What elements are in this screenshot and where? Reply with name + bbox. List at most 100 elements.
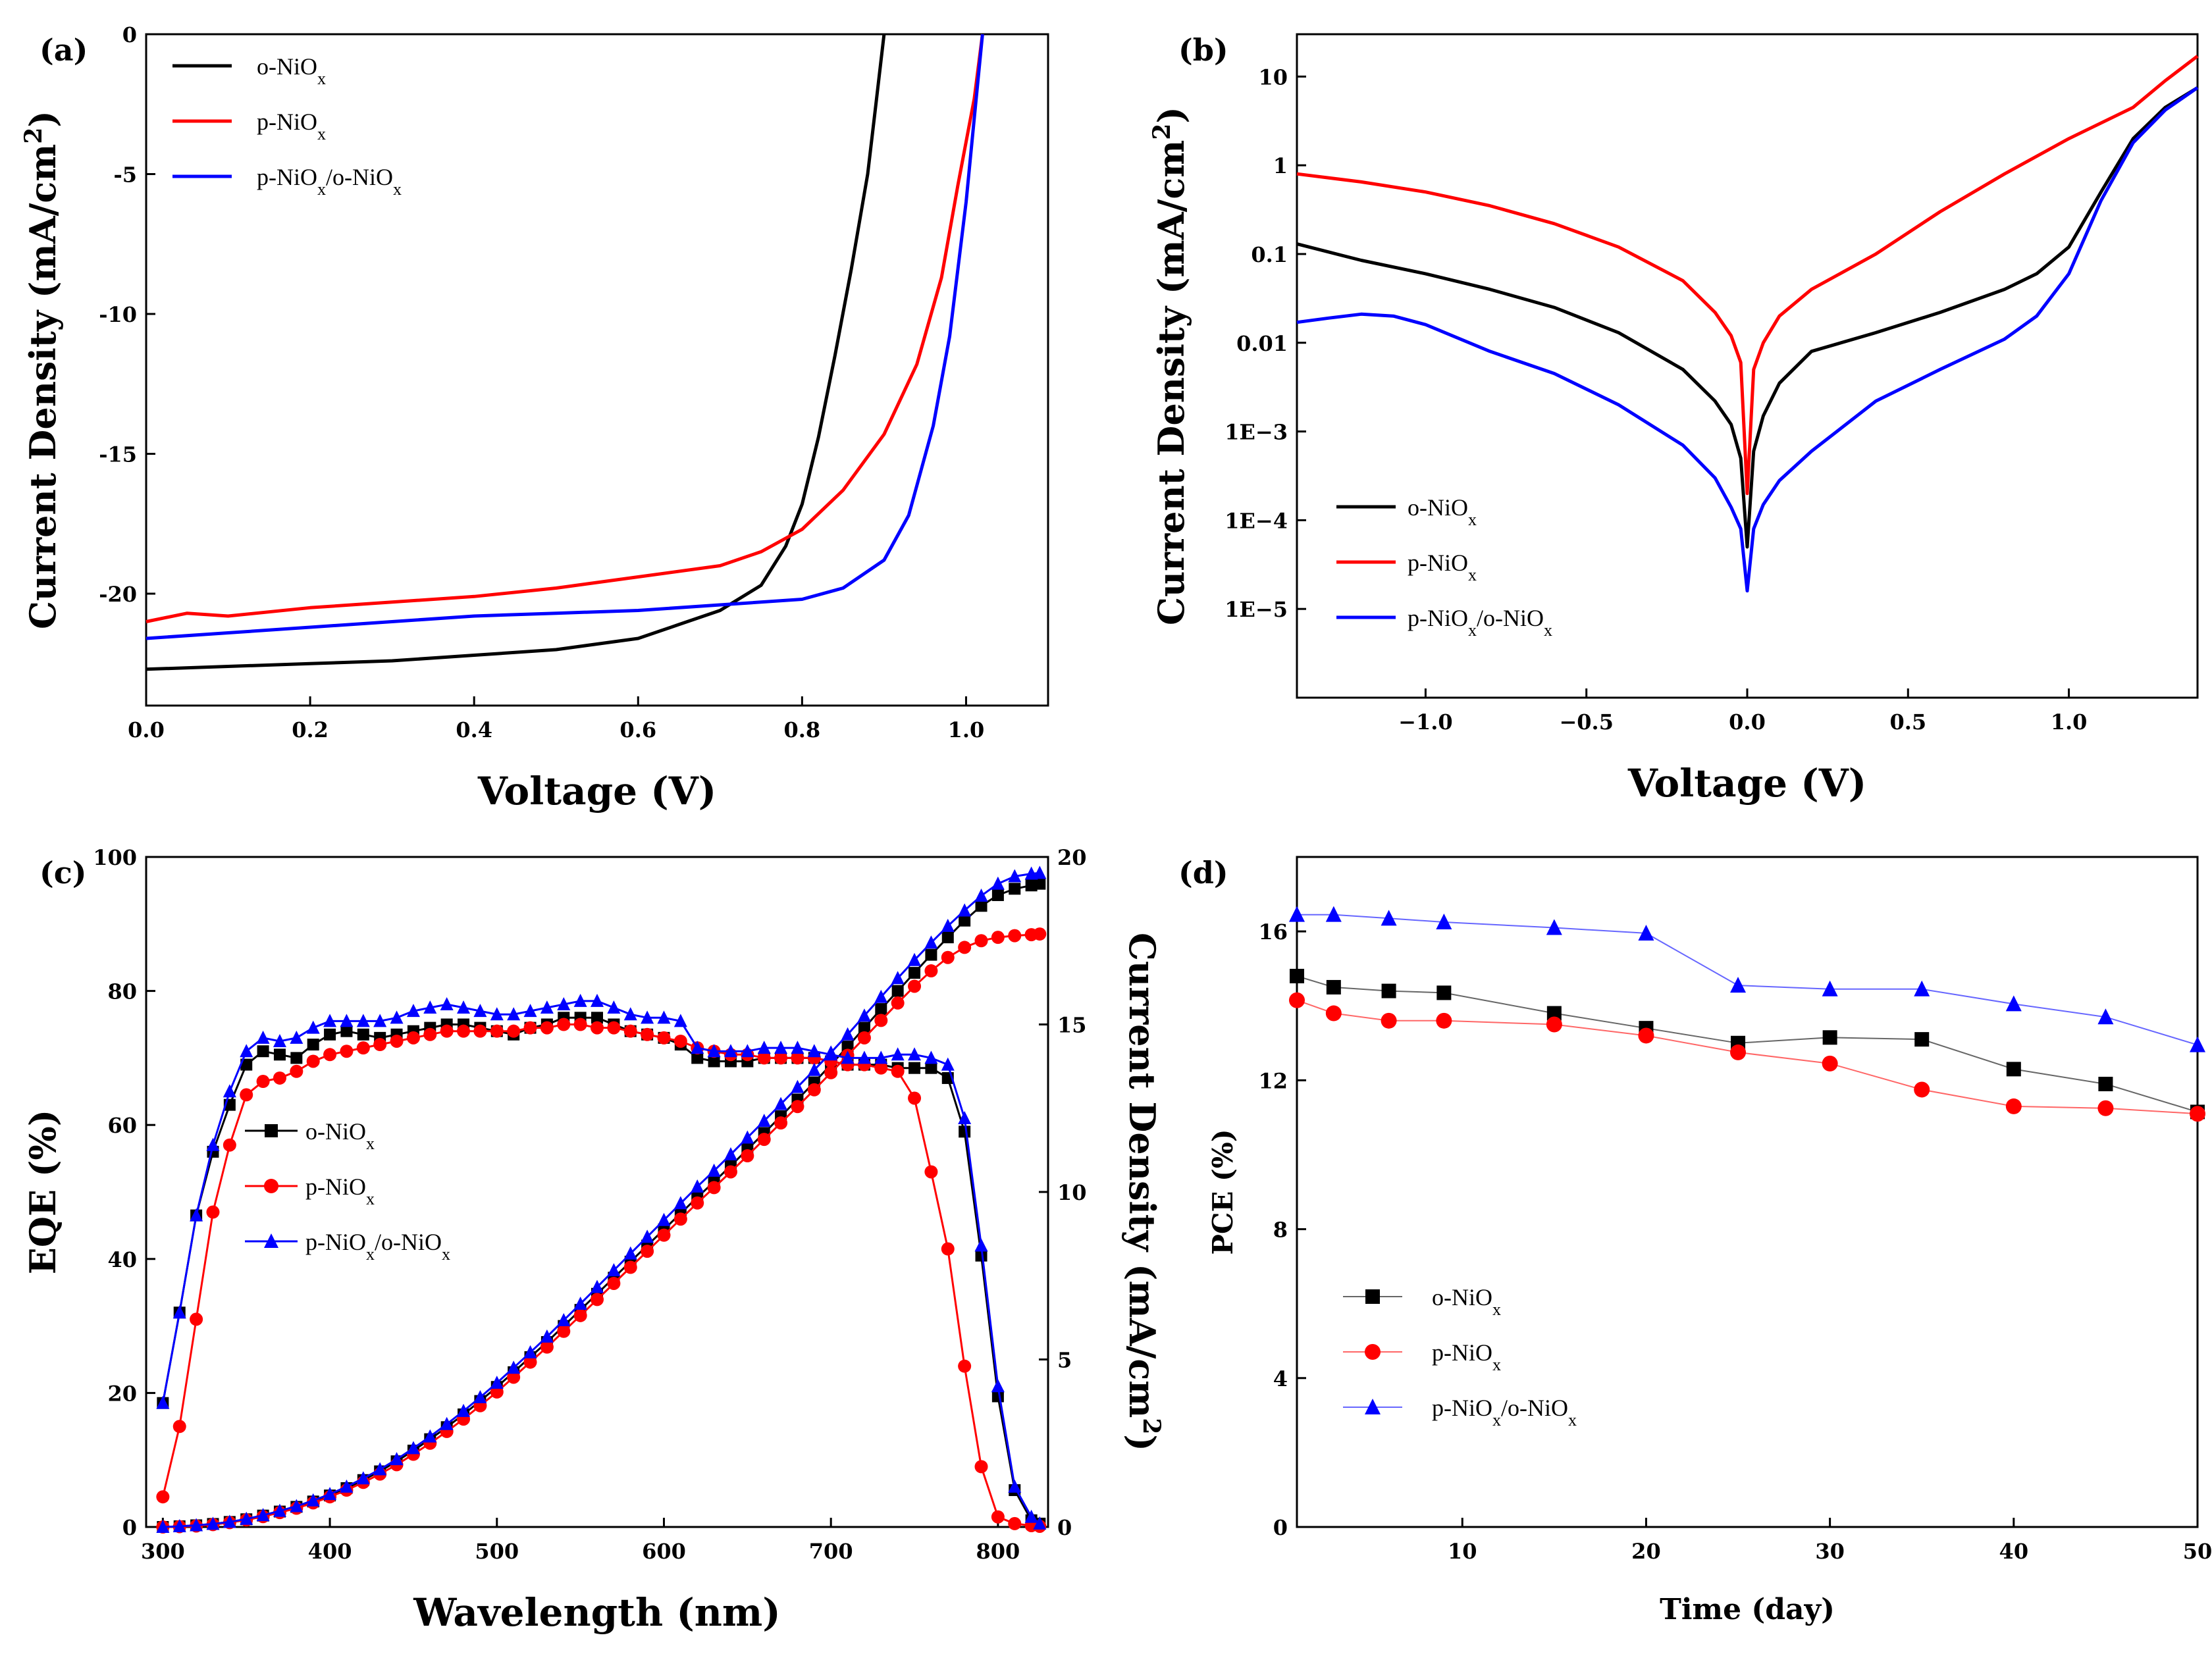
x-axis-title: Voltage (V)	[477, 769, 716, 814]
y-axis-title: Current Density (mA/cm2)	[20, 111, 64, 629]
jsc-point	[874, 1014, 888, 1027]
pce-point	[1381, 983, 1396, 998]
jsc-point	[958, 903, 972, 917]
jsc-line-blue	[163, 871, 1040, 1528]
eqe-point	[190, 1208, 203, 1222]
y-tick-label: -15	[99, 442, 137, 467]
series-line-black	[1296, 86, 2199, 549]
eqe-point	[807, 1044, 821, 1058]
jsc-point	[673, 1212, 687, 1226]
pce-point	[2097, 1100, 2114, 1116]
jsc-point	[974, 934, 988, 948]
jsc-point	[941, 918, 955, 932]
pce-point	[1730, 977, 1747, 993]
eqe-point	[390, 1034, 404, 1048]
eqe-point	[757, 1051, 771, 1065]
jsc-point	[657, 1212, 671, 1226]
jsc-point	[807, 1062, 821, 1076]
jsc-point	[757, 1114, 771, 1127]
eqe-point	[307, 1039, 319, 1051]
eqe-point	[557, 996, 571, 1010]
jsc-point	[190, 1518, 203, 1532]
eqe-point	[240, 1044, 253, 1058]
series-line-black	[145, 34, 886, 671]
pce-point	[1289, 992, 1305, 1008]
eqe-point	[540, 1021, 554, 1035]
jsc-point	[908, 967, 921, 979]
jsc-point	[641, 1229, 654, 1243]
y-tick-label: 10	[1258, 65, 1288, 90]
eqe-point	[908, 1062, 921, 1074]
legend-label-blue: p-NiOx/o-NiOx	[305, 1229, 450, 1264]
jsc-point	[557, 1312, 571, 1326]
pce-line-blue	[1297, 914, 2198, 1046]
y-tick-label: 0	[122, 1515, 137, 1540]
eqe-point	[357, 1028, 369, 1041]
pce-point	[2190, 1106, 2205, 1122]
y-tick-label: 8	[1273, 1218, 1288, 1243]
pce-point	[1822, 1030, 1837, 1045]
jsc-point	[591, 1293, 604, 1306]
panel-d-pce-stability: 10 20 30 40 50 0 4 8 12 16 (d) Time (day) PCE (%) o-N…	[1178, 855, 2212, 1626]
pce-point	[1546, 919, 1562, 935]
eqe-point	[641, 1010, 654, 1024]
jsc-point	[557, 1324, 571, 1338]
eqe-point	[573, 993, 587, 1007]
eqe-point	[975, 1249, 988, 1262]
jsc-point	[858, 1021, 870, 1034]
eqe-point	[206, 1137, 220, 1151]
eqe-point	[323, 1014, 337, 1027]
jsc-point	[223, 1514, 236, 1528]
eqe-point	[991, 1379, 1005, 1393]
eqe-point	[440, 996, 454, 1010]
eqe-point	[991, 1510, 1005, 1524]
y-tick-label: 60	[107, 1113, 137, 1138]
panel-label: (c)	[40, 855, 87, 891]
series-blue	[156, 866, 1047, 1533]
eqe-point	[791, 1051, 804, 1065]
eqe-point	[473, 1024, 487, 1038]
pce-point	[2190, 1036, 2205, 1052]
eqe-point	[691, 1052, 704, 1064]
x-tick-label: 0.6	[619, 717, 656, 742]
eqe-point	[959, 1125, 971, 1138]
eqe-point	[440, 1024, 454, 1038]
eqe-point	[340, 1014, 354, 1027]
eqe-point	[340, 1025, 353, 1037]
jsc-point	[908, 952, 922, 966]
y-tick-label: 12	[1258, 1068, 1288, 1093]
y-tick-label: -20	[99, 582, 137, 607]
jsc-point	[523, 1355, 537, 1369]
jsc-point	[757, 1133, 771, 1147]
eqe-point	[540, 1000, 554, 1014]
jsc-point	[1008, 929, 1022, 943]
x-tick-label: 50	[2183, 1539, 2212, 1564]
jsc-point	[724, 1147, 737, 1160]
jsc-point	[507, 1370, 521, 1384]
eqe-point	[273, 1048, 286, 1061]
eqe-point	[240, 1058, 253, 1071]
eqe-point	[908, 1091, 922, 1105]
pce-point	[1436, 1012, 1452, 1029]
jsc-point	[256, 1508, 270, 1522]
legend-label-black: o-NiOx	[305, 1118, 375, 1153]
x-tick-label: 10	[1448, 1539, 1477, 1564]
legend-marker-black	[265, 1124, 278, 1137]
jsc-point	[390, 1452, 404, 1466]
jsc-point	[908, 979, 922, 993]
y2-tick-label: 15	[1057, 1013, 1087, 1038]
jsc-point	[406, 1441, 420, 1455]
eqe-point	[623, 1007, 637, 1021]
jsc-point	[924, 935, 938, 949]
eqe-point	[974, 1460, 988, 1474]
legend-label-black: o-NiOx	[1432, 1284, 1501, 1319]
pce-line-black	[1296, 975, 2198, 1113]
y2-tick-label: 20	[1057, 845, 1087, 870]
eqe-point	[490, 1024, 504, 1038]
panel-c-eqe-spectra: 300 400 500 600 700 800 0 20 40 60 80 100 0 5 10 15 20 (c…	[22, 845, 1165, 1635]
pce-point	[1289, 906, 1305, 922]
pce-point	[2097, 1008, 2114, 1025]
pce-point	[1436, 913, 1452, 929]
eqe-point	[657, 1031, 671, 1045]
jsc-point	[306, 1493, 320, 1507]
